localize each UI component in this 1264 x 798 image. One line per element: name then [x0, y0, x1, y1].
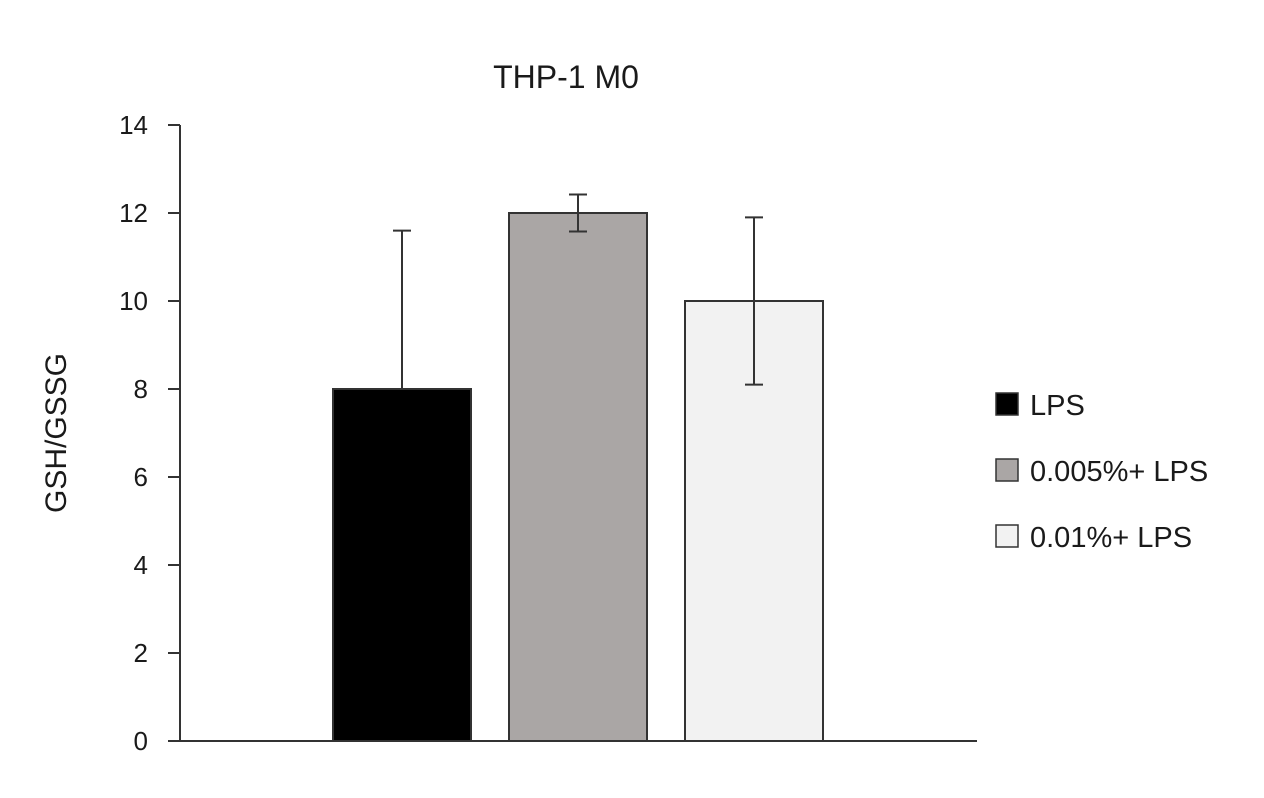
bars	[332, 212, 824, 742]
y-tick-label: 6	[134, 462, 148, 492]
bar-1	[332, 388, 472, 742]
legend-label-2: 0.005%+ LPS	[1030, 456, 1208, 488]
y-tick-label: 12	[119, 198, 148, 228]
chart-title: THP-1 M0	[493, 59, 639, 95]
legend: LPS 0.005%+ LPS 0.01%+ LPS	[995, 390, 1208, 554]
error-bars	[393, 193, 763, 389]
y-axis-ticks: 0 2 4 6 8 10 12 14	[119, 110, 180, 756]
legend-swatch-2	[995, 458, 1019, 482]
y-tick-label: 14	[119, 110, 148, 140]
y-axis-label: GSH/GSSG	[40, 353, 73, 513]
y-tick-label: 4	[134, 550, 148, 580]
y-tick-label: 2	[134, 638, 148, 668]
legend-label-1: LPS	[1030, 390, 1085, 422]
y-tick-label: 10	[119, 286, 148, 316]
legend-swatch-1	[995, 392, 1019, 416]
y-tick-label: 0	[134, 726, 148, 756]
y-tick-label: 8	[134, 374, 148, 404]
bar-2	[508, 212, 648, 742]
legend-swatch-3	[995, 524, 1019, 548]
legend-label-3: 0.01%+ LPS	[1030, 522, 1192, 554]
